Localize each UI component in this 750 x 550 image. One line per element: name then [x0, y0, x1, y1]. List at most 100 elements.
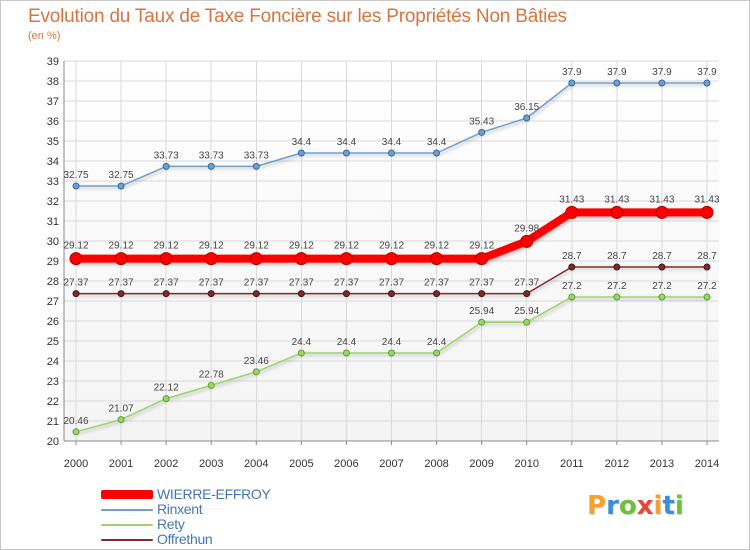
- data-point-rety: [568, 293, 576, 301]
- data-point-rety: [433, 349, 441, 357]
- data-point-offrethun: [568, 263, 576, 271]
- y-tick-label: 24: [47, 356, 59, 368]
- y-tick-label: 39: [47, 56, 59, 68]
- y-tick-label: 22: [47, 396, 59, 408]
- data-point-rinxent: [613, 79, 621, 87]
- data-point-wierre-effroy: [294, 252, 308, 266]
- data-point-rinxent: [703, 79, 711, 87]
- data-label-rinxent: 33.73: [199, 150, 224, 161]
- data-label-rety: 22.12: [154, 383, 179, 394]
- data-label-rety: 22.78: [199, 369, 224, 380]
- data-point-wierre-effroy: [475, 252, 489, 266]
- logo-letter: i: [674, 491, 684, 521]
- data-label-wierre-effroy: 29.12: [109, 241, 134, 252]
- data-label-rinxent: 37.9: [562, 67, 582, 78]
- data-label-offrethun: 27.37: [379, 278, 404, 289]
- data-point-wierre-effroy: [520, 234, 534, 248]
- data-label-rinxent: 33.73: [244, 150, 269, 161]
- y-tick-label: 31: [47, 216, 59, 228]
- data-point-offrethun: [297, 290, 305, 298]
- data-label-offrethun: 27.37: [244, 278, 269, 289]
- data-label-rety: 21.07: [109, 404, 134, 415]
- logo-letter: i: [653, 491, 663, 521]
- logo-letter: o: [618, 491, 637, 521]
- x-tick-label: 2000: [64, 458, 88, 470]
- data-point-rety: [388, 349, 395, 357]
- data-point-rety: [162, 395, 170, 403]
- data-point-offrethun: [523, 290, 531, 298]
- data-label-rety: 27.2: [697, 281, 717, 292]
- x-tick-label: 2008: [424, 458, 448, 470]
- x-tick-label: 2006: [334, 458, 358, 470]
- data-point-wierre-effroy: [249, 252, 263, 266]
- data-point-rinxent: [252, 162, 260, 170]
- y-tick-label: 23: [47, 376, 59, 388]
- y-tick-label: 20: [47, 436, 59, 448]
- x-tick-label: 2002: [154, 458, 178, 470]
- data-label-rinxent: 32.75: [63, 170, 88, 181]
- data-label-rety: 27.2: [562, 281, 582, 292]
- legend: WIERRE-EFFROY Rinxent Rety Offrethun: [101, 487, 271, 547]
- data-point-wierre-effroy: [565, 205, 579, 219]
- data-label-rety: 24.4: [382, 337, 402, 348]
- legend-label: Rety: [157, 516, 185, 532]
- data-point-rety: [297, 349, 305, 357]
- data-point-rety: [207, 381, 215, 389]
- y-tick-label: 35: [47, 136, 59, 148]
- x-tick-label: 2014: [695, 458, 719, 470]
- legend-label: Offrethun: [157, 531, 213, 547]
- data-point-offrethun: [162, 290, 170, 298]
- y-tick-label: 25: [47, 336, 59, 348]
- data-point-rinxent: [72, 182, 80, 190]
- data-point-rety: [613, 293, 621, 301]
- data-point-offrethun: [207, 290, 215, 298]
- data-labels: 32.75 32.75 33.73 33.73 33.73 34.4 34.4 34.4 34.…: [63, 67, 719, 427]
- data-label-rinxent: 36.15: [514, 102, 539, 113]
- chart-title: Evolution du Taux de Taxe Foncière sur l…: [28, 6, 567, 27]
- data-point-rety: [523, 318, 531, 326]
- proxiti-logo: Proxiti: [587, 491, 684, 521]
- data-point-wierre-effroy: [700, 205, 714, 219]
- data-point-offrethun: [613, 263, 621, 271]
- data-label-offrethun: 28.7: [562, 251, 582, 262]
- y-tick-label: 28: [47, 276, 59, 288]
- data-label-offrethun: 27.37: [63, 278, 88, 289]
- data-label-rety: 20.46: [63, 416, 88, 427]
- y-tick-label: 37: [47, 96, 59, 108]
- data-label-wierre-effroy: 29.98: [514, 223, 539, 234]
- x-tick-label: 2004: [244, 458, 268, 470]
- x-tick-label: 2005: [289, 458, 313, 470]
- data-point-rety: [117, 416, 125, 424]
- legend-swatch: [101, 508, 153, 511]
- data-point-rinxent: [162, 162, 170, 170]
- data-point-wierre-effroy: [114, 252, 128, 266]
- data-point-offrethun: [388, 290, 395, 298]
- data-point-rety: [478, 318, 486, 326]
- legend-item-rinxent: Rinxent: [101, 502, 271, 517]
- data-point-wierre-effroy: [430, 252, 444, 266]
- data-point-rinxent: [658, 79, 666, 87]
- data-label-rety: 24.4: [337, 337, 357, 348]
- data-label-wierre-effroy: 31.43: [559, 194, 584, 205]
- data-label-offrethun: 28.7: [607, 251, 627, 262]
- data-point-wierre-effroy: [159, 252, 173, 266]
- data-label-rety: 25.94: [514, 306, 539, 317]
- x-tick-label: 2009: [469, 458, 493, 470]
- logo-letter: x: [636, 491, 654, 521]
- legend-item-wierre-effroy: WIERRE-EFFROY: [101, 487, 271, 502]
- data-point-rety: [72, 428, 80, 436]
- x-tick-label: 2003: [199, 458, 223, 470]
- data-label-wierre-effroy: 31.43: [604, 194, 629, 205]
- data-point-rinxent: [568, 79, 576, 87]
- data-label-wierre-effroy: 29.12: [469, 241, 494, 252]
- x-tick-label: 2001: [109, 458, 133, 470]
- data-label-offrethun: 27.37: [109, 278, 134, 289]
- data-point-rinxent: [117, 182, 125, 190]
- data-label-wierre-effroy: 29.12: [244, 241, 269, 252]
- data-point-offrethun: [117, 290, 125, 298]
- y-tick-label: 38: [47, 76, 59, 88]
- x-tick-label: 2011: [560, 458, 584, 470]
- data-label-rinxent: 33.73: [154, 150, 179, 161]
- legend-swatch: [101, 538, 153, 541]
